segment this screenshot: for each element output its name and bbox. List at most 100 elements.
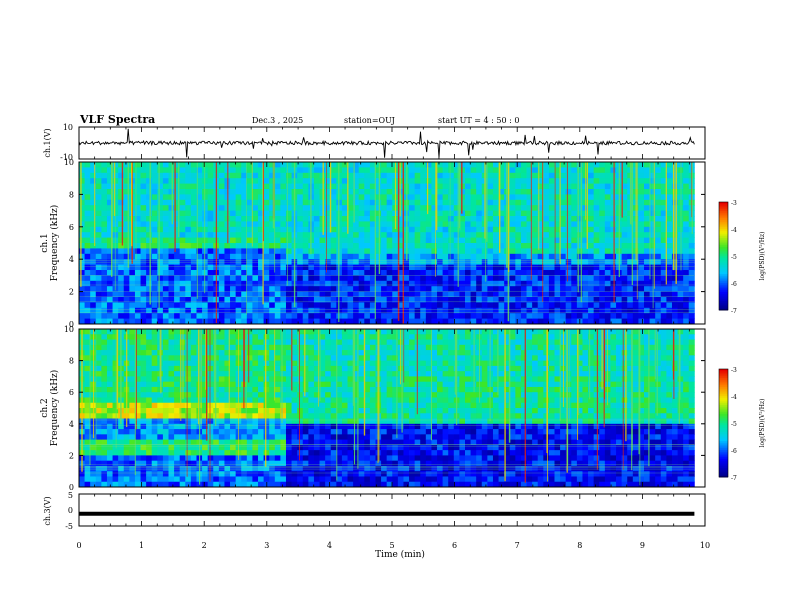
spectrogram-cell	[129, 413, 136, 419]
spectrogram-cell	[459, 302, 466, 309]
spectrogram-cell	[140, 481, 147, 488]
spectrogram-cell	[336, 386, 343, 393]
spectrogram-cell	[381, 248, 388, 255]
spectrogram-cell	[655, 226, 662, 233]
spectrogram-cell	[353, 210, 360, 217]
spectrogram-cell	[593, 199, 600, 206]
spectrogram-cell	[353, 216, 360, 222]
colorbar-step	[719, 211, 728, 214]
spectrogram-cell	[157, 408, 164, 414]
spectrogram-cell	[146, 408, 153, 414]
spectrogram-cell	[258, 402, 264, 409]
spectrogram-cell	[190, 434, 197, 440]
spectrogram-cell	[397, 318, 404, 325]
spectrogram-cell	[576, 248, 583, 255]
spectrogram-cell	[459, 253, 466, 260]
spectrogram-cell	[341, 408, 348, 414]
spectrogram-cell	[123, 167, 130, 174]
spectrogram-cell	[134, 476, 141, 483]
spectrogram-cell	[593, 194, 600, 201]
spectrogram-cell	[118, 162, 125, 168]
spectrogram-cell	[280, 381, 287, 388]
spectrogram-cell	[157, 183, 164, 190]
spectrogram-cell	[347, 371, 354, 377]
spectrogram-cell	[196, 226, 203, 233]
spectrogram-cell	[330, 302, 337, 309]
spectrogram-cell	[341, 402, 348, 409]
spectrogram-cell	[308, 297, 315, 303]
spectrogram-cell	[168, 413, 175, 419]
spectrogram-cell	[252, 318, 259, 325]
spectrogram-cell	[280, 172, 287, 179]
spectrogram-cell	[414, 313, 421, 319]
spectrogram-cell	[688, 275, 695, 282]
spectrogram-cell	[330, 450, 337, 456]
spectrogram-cell	[106, 248, 113, 255]
spectrogram-cell	[190, 355, 197, 361]
spectrogram-cell	[655, 307, 662, 314]
spectrogram-cell	[157, 291, 164, 298]
spectrogram-cell	[453, 237, 460, 244]
spectrogram-cell	[683, 307, 690, 314]
spectrogram-cell	[84, 455, 91, 462]
spectrogram-cell	[655, 194, 662, 201]
spectrogram-cell	[241, 434, 248, 440]
spectrogram-cell	[118, 465, 125, 472]
spectrogram-cell	[218, 270, 225, 276]
spectrogram-cell	[308, 444, 315, 451]
spectrogram-cell	[196, 221, 203, 228]
spectrogram-cell	[140, 429, 147, 435]
spectrogram-cell	[207, 360, 214, 367]
spectrogram-cell	[330, 226, 337, 233]
spectrogram-cell	[185, 450, 192, 456]
spectrogram-cell	[157, 232, 164, 238]
spectrogram-cell	[364, 210, 371, 217]
spectrogram-cell	[655, 172, 662, 179]
spectrogram-cell	[297, 460, 304, 467]
spectrogram-cell	[302, 339, 309, 346]
spectrogram-cell	[330, 210, 337, 217]
spectrogram-cell	[106, 205, 113, 211]
spectrogram-cell	[258, 455, 264, 462]
spectrogram-cell	[123, 178, 130, 184]
spectrogram-cell	[381, 194, 388, 201]
spectrogram-cell	[319, 275, 326, 282]
spectrogram-cell	[459, 275, 466, 282]
spectrogram-cell	[129, 471, 136, 477]
spectrogram-cell	[285, 471, 292, 477]
spectrogram-cell	[353, 162, 360, 168]
spectrogram-cell	[375, 232, 382, 238]
spectrogram-cell	[414, 243, 421, 249]
spectrogram-cell	[258, 450, 264, 456]
spectrogram-cell	[582, 286, 589, 292]
spectrogram-cell	[649, 199, 656, 206]
spectrogram-cell	[431, 216, 438, 222]
spectrogram-cell	[537, 216, 544, 222]
spectrogram-cell	[151, 418, 158, 425]
spectrogram-cell	[134, 392, 141, 398]
spectrogram-cell	[258, 189, 264, 195]
spectrogram-cell	[437, 205, 444, 211]
spectrogram-cell	[437, 194, 444, 201]
spectrogram-cell	[347, 172, 354, 179]
spectrogram-cell	[140, 460, 147, 467]
spectrogram-cell	[330, 291, 337, 298]
spectrogram-cell	[571, 172, 578, 179]
spectrogram-cell	[151, 199, 158, 206]
spectrogram-cell	[84, 418, 91, 425]
spectrogram-cell	[174, 365, 181, 372]
spectrogram-cell	[90, 465, 97, 472]
spectrogram-cell	[588, 172, 595, 179]
spectrogram-cell	[285, 392, 292, 398]
spectrogram-cell	[353, 167, 360, 174]
spectrogram-cell	[453, 318, 460, 325]
spectrogram-cell	[235, 471, 242, 477]
spectrogram-cell	[118, 476, 125, 483]
spectrogram-cell	[470, 313, 477, 319]
spectrogram-cell	[347, 302, 354, 309]
spectrogram-cell	[671, 318, 678, 325]
spectrogram-cell	[403, 275, 410, 282]
spectrogram-cell	[235, 460, 242, 467]
colorbar-step	[719, 275, 728, 279]
spectrogram-cell	[106, 460, 113, 467]
